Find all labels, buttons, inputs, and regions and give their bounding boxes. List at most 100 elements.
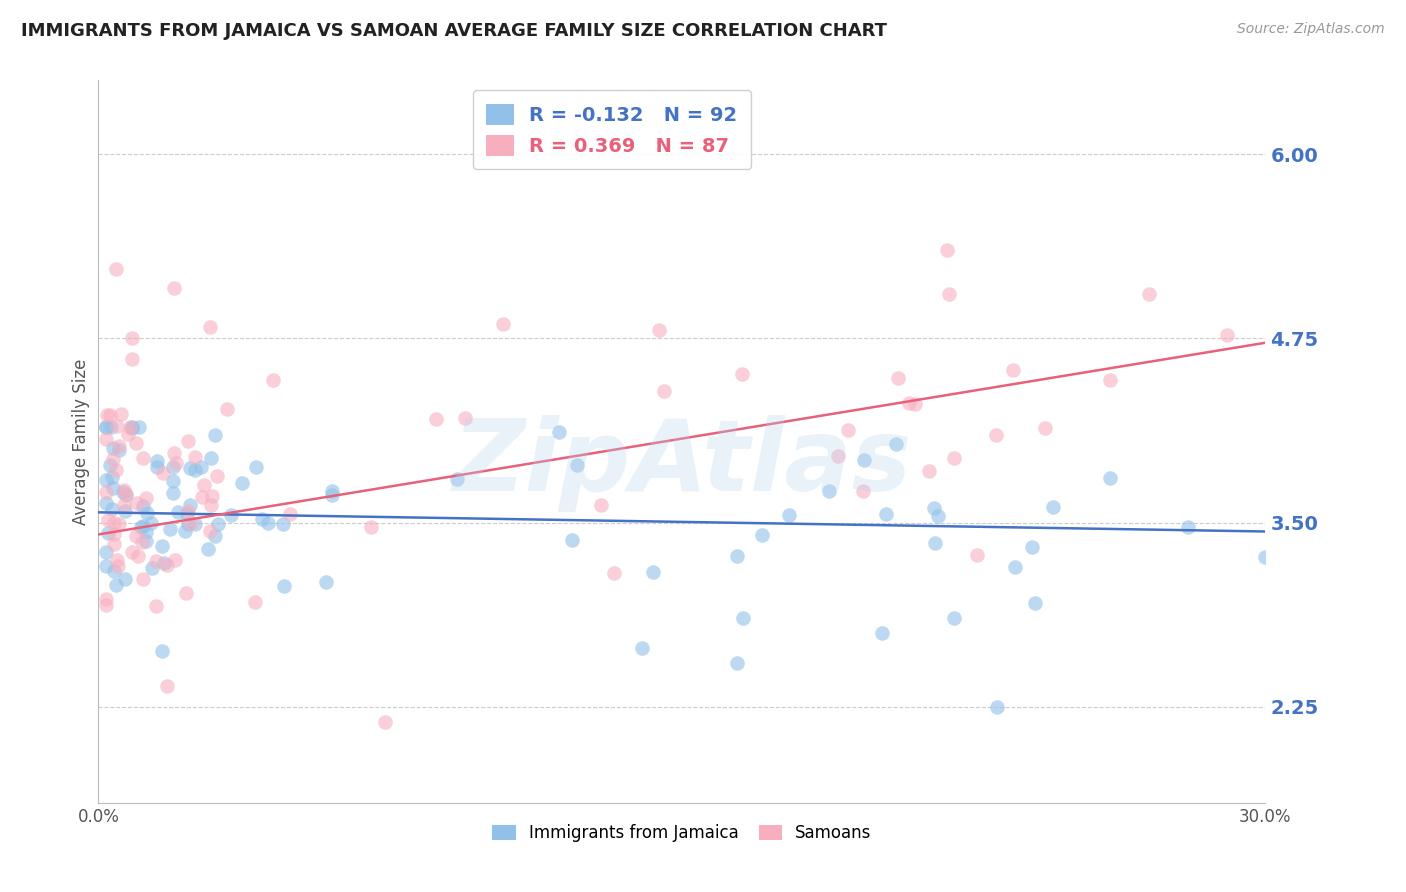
Point <box>146 460 169 475</box>
Point <box>121 419 143 434</box>
Point <box>176 507 198 521</box>
Point <box>163 281 186 295</box>
Point <box>492 317 515 331</box>
Point <box>204 529 226 543</box>
Point <box>278 507 301 521</box>
Point <box>943 611 966 625</box>
Point <box>827 449 849 463</box>
Point <box>262 373 284 387</box>
Text: IMMIGRANTS FROM JAMAICA VS SAMOAN AVERAGE FAMILY SIZE CORRELATION CHART: IMMIGRANTS FROM JAMAICA VS SAMOAN AVERAG… <box>21 22 887 40</box>
Point <box>852 483 875 498</box>
Point <box>96 592 118 607</box>
Point <box>922 500 945 515</box>
Point <box>104 577 127 591</box>
Point <box>271 516 294 531</box>
Point <box>904 397 927 411</box>
Point <box>156 679 179 693</box>
Point <box>96 432 118 446</box>
Point <box>114 498 136 512</box>
Point <box>101 481 124 495</box>
Point <box>215 401 238 416</box>
Point <box>121 352 143 367</box>
Point <box>374 714 396 729</box>
Point <box>101 452 124 467</box>
Point <box>853 453 876 467</box>
Point <box>162 485 184 500</box>
Point <box>153 556 176 570</box>
Point <box>152 466 174 480</box>
Point <box>200 320 222 334</box>
Point <box>870 626 893 640</box>
Point <box>897 396 920 410</box>
Point <box>132 450 155 465</box>
Point <box>561 533 583 548</box>
Point <box>156 558 179 573</box>
Point <box>1033 420 1056 434</box>
Point <box>174 524 197 538</box>
Point <box>128 419 150 434</box>
Point <box>108 439 131 453</box>
Point <box>179 461 201 475</box>
Point <box>943 450 966 465</box>
Point <box>207 468 229 483</box>
Point <box>837 423 859 437</box>
Point <box>131 499 153 513</box>
Point <box>101 470 124 484</box>
Point <box>112 485 135 500</box>
Point <box>984 427 1007 442</box>
Point <box>112 483 135 497</box>
Point <box>162 460 184 475</box>
Point <box>103 564 125 578</box>
Point <box>207 516 229 531</box>
Point <box>104 262 127 277</box>
Point <box>603 566 626 580</box>
Point <box>118 420 141 434</box>
Point <box>190 460 212 475</box>
Point <box>166 505 188 519</box>
Point <box>731 367 754 381</box>
Point <box>136 506 159 520</box>
Point <box>938 287 960 301</box>
Point <box>127 496 149 510</box>
Point <box>257 516 280 530</box>
Point <box>162 474 184 488</box>
Point <box>446 472 468 486</box>
Point <box>174 586 197 600</box>
Point <box>1021 540 1043 554</box>
Point <box>725 656 748 670</box>
Point <box>778 508 800 523</box>
Point <box>641 565 664 579</box>
Point <box>273 579 295 593</box>
Point <box>190 490 212 504</box>
Point <box>165 456 187 470</box>
Point <box>131 519 153 533</box>
Point <box>114 504 136 518</box>
Point <box>98 458 121 473</box>
Point <box>134 533 156 548</box>
Point <box>150 643 173 657</box>
Point <box>1001 362 1024 376</box>
Point <box>125 529 148 543</box>
Point <box>127 549 149 563</box>
Point <box>1177 520 1199 534</box>
Point <box>96 559 118 574</box>
Point <box>121 545 143 559</box>
Point <box>184 463 207 477</box>
Point <box>105 552 128 566</box>
Point <box>159 522 181 536</box>
Point <box>924 536 946 550</box>
Point <box>1137 287 1160 301</box>
Point <box>200 498 222 512</box>
Point <box>117 426 139 441</box>
Point <box>1024 596 1046 610</box>
Point <box>114 572 136 586</box>
Point <box>1098 373 1121 387</box>
Point <box>145 554 167 568</box>
Point <box>141 561 163 575</box>
Point <box>96 408 118 422</box>
Point <box>751 528 773 542</box>
Point <box>125 436 148 450</box>
Point <box>725 549 748 563</box>
Point <box>184 516 207 531</box>
Point <box>103 536 125 550</box>
